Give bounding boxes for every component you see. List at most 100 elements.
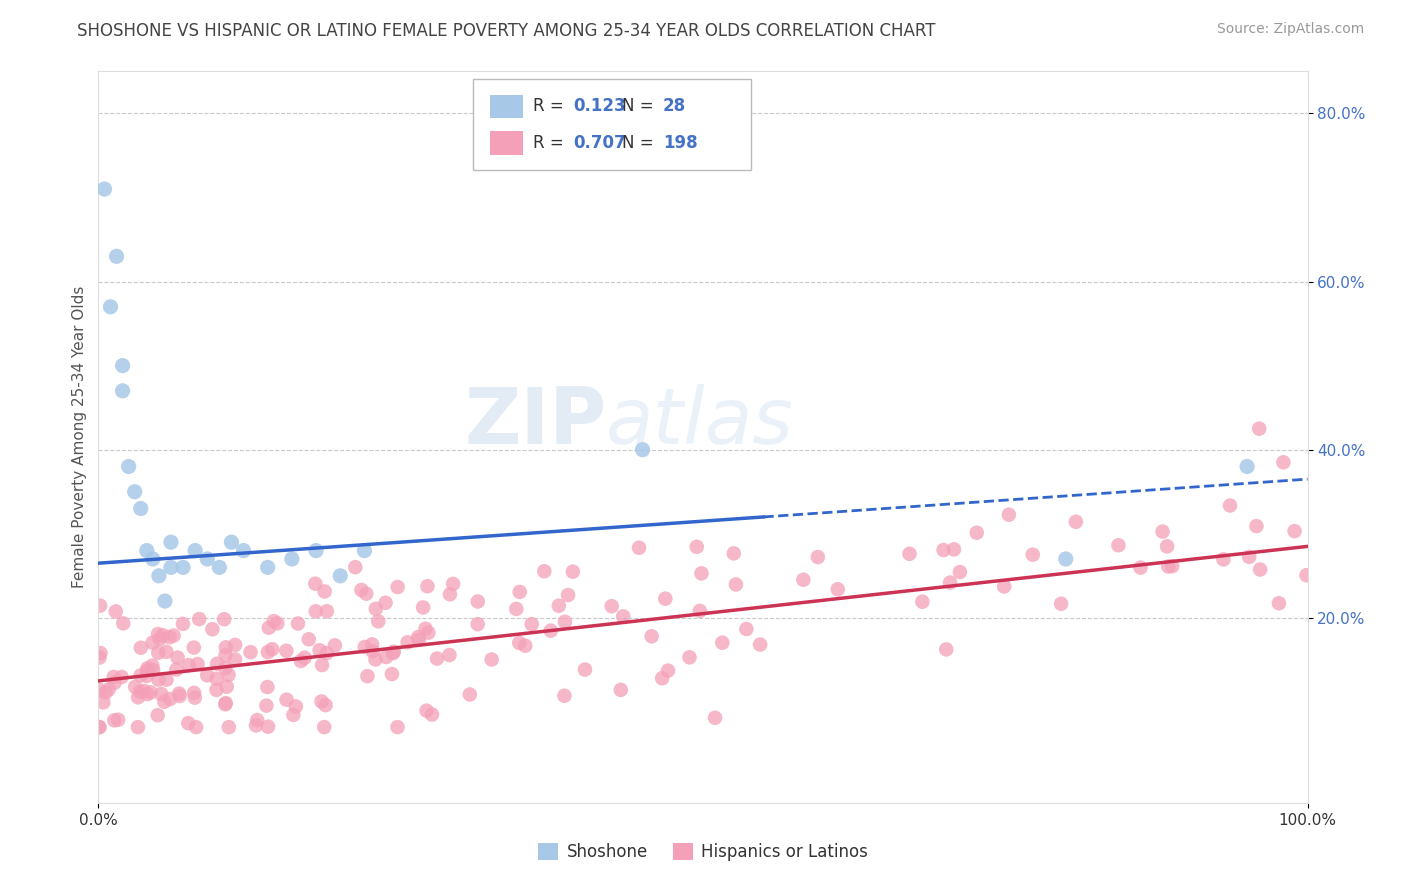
Point bbox=[276, 644, 298, 658]
Point bbox=[214, 698, 236, 712]
Point bbox=[103, 714, 125, 728]
FancyBboxPatch shape bbox=[474, 78, 751, 170]
Text: SHOSHONE VS HISPANIC OR LATINO FEMALE POVERTY AMONG 25-34 YEAR OLDS CORRELATION : SHOSHONE VS HISPANIC OR LATINO FEMALE PO… bbox=[77, 22, 936, 40]
Point bbox=[515, 639, 537, 653]
Point bbox=[640, 629, 662, 643]
Point bbox=[356, 669, 378, 683]
Point bbox=[283, 708, 305, 723]
Point bbox=[807, 549, 830, 564]
Point bbox=[163, 629, 186, 643]
Point bbox=[749, 638, 772, 652]
Point bbox=[104, 604, 127, 618]
Point bbox=[89, 599, 111, 613]
Point bbox=[97, 682, 120, 697]
Point bbox=[290, 654, 312, 668]
Point bbox=[600, 599, 623, 614]
Point bbox=[212, 612, 235, 626]
Point bbox=[187, 657, 209, 671]
Text: Source: ZipAtlas.com: Source: ZipAtlas.com bbox=[1216, 22, 1364, 37]
Point bbox=[540, 624, 562, 638]
Point bbox=[177, 658, 200, 673]
Point bbox=[100, 300, 122, 314]
Point bbox=[214, 661, 236, 675]
Point bbox=[439, 648, 461, 662]
Point bbox=[311, 694, 333, 708]
Point bbox=[136, 661, 159, 675]
Point bbox=[689, 604, 711, 618]
Point bbox=[305, 604, 328, 618]
Point bbox=[124, 484, 146, 499]
Point bbox=[651, 671, 673, 685]
Point bbox=[1249, 422, 1271, 436]
Point bbox=[412, 600, 434, 615]
Point bbox=[91, 695, 114, 709]
Point bbox=[415, 622, 437, 636]
Point bbox=[232, 543, 254, 558]
Point bbox=[1129, 560, 1152, 574]
Point bbox=[129, 684, 152, 698]
Point bbox=[610, 682, 633, 697]
Point bbox=[574, 663, 596, 677]
Point bbox=[245, 718, 267, 732]
Point bbox=[387, 580, 409, 594]
Point bbox=[949, 565, 972, 579]
Point bbox=[441, 577, 464, 591]
Point bbox=[935, 642, 957, 657]
Point bbox=[215, 680, 238, 694]
Text: atlas: atlas bbox=[606, 384, 794, 460]
Point bbox=[314, 720, 336, 734]
FancyBboxPatch shape bbox=[491, 131, 523, 154]
Point bbox=[118, 459, 141, 474]
Point bbox=[298, 632, 321, 647]
Point bbox=[1284, 524, 1306, 538]
Text: 198: 198 bbox=[664, 134, 697, 152]
Text: ZIP: ZIP bbox=[464, 384, 606, 460]
Point bbox=[201, 622, 224, 636]
Point bbox=[416, 579, 439, 593]
Point bbox=[87, 682, 110, 697]
Point bbox=[256, 645, 278, 659]
Point bbox=[136, 664, 159, 678]
Point bbox=[353, 640, 375, 654]
Point bbox=[160, 560, 183, 574]
Point bbox=[1050, 597, 1073, 611]
Point bbox=[553, 689, 575, 703]
Point bbox=[690, 566, 713, 581]
Point bbox=[263, 614, 285, 628]
Point bbox=[205, 672, 228, 686]
Point bbox=[533, 564, 555, 578]
Point bbox=[418, 625, 440, 640]
Point bbox=[932, 543, 955, 558]
Point bbox=[218, 668, 240, 682]
Point bbox=[1237, 549, 1260, 564]
Point bbox=[1219, 499, 1241, 513]
Point bbox=[612, 609, 634, 624]
Point bbox=[406, 630, 429, 644]
Point bbox=[294, 650, 316, 665]
Point bbox=[172, 616, 194, 631]
Point bbox=[557, 588, 579, 602]
Point bbox=[420, 707, 443, 722]
Point bbox=[458, 688, 481, 702]
Point bbox=[505, 602, 527, 616]
Point bbox=[1152, 524, 1174, 539]
Y-axis label: Female Poverty Among 25-34 Year Olds: Female Poverty Among 25-34 Year Olds bbox=[72, 286, 87, 588]
Point bbox=[177, 716, 200, 731]
Point bbox=[439, 587, 461, 601]
Point bbox=[939, 575, 962, 590]
Point bbox=[508, 636, 530, 650]
Point bbox=[792, 573, 814, 587]
Point bbox=[344, 560, 367, 574]
Point bbox=[89, 720, 111, 734]
Point bbox=[93, 182, 115, 196]
Legend: Shoshone, Hispanics or Latinos: Shoshone, Hispanics or Latinos bbox=[531, 836, 875, 868]
Point bbox=[172, 560, 194, 574]
Point bbox=[124, 680, 146, 694]
Point bbox=[165, 663, 187, 677]
Point bbox=[1064, 515, 1087, 529]
Point bbox=[224, 652, 246, 666]
Point bbox=[361, 637, 384, 651]
Text: 0.123: 0.123 bbox=[574, 97, 626, 115]
Point bbox=[107, 713, 129, 727]
Point bbox=[132, 684, 155, 698]
